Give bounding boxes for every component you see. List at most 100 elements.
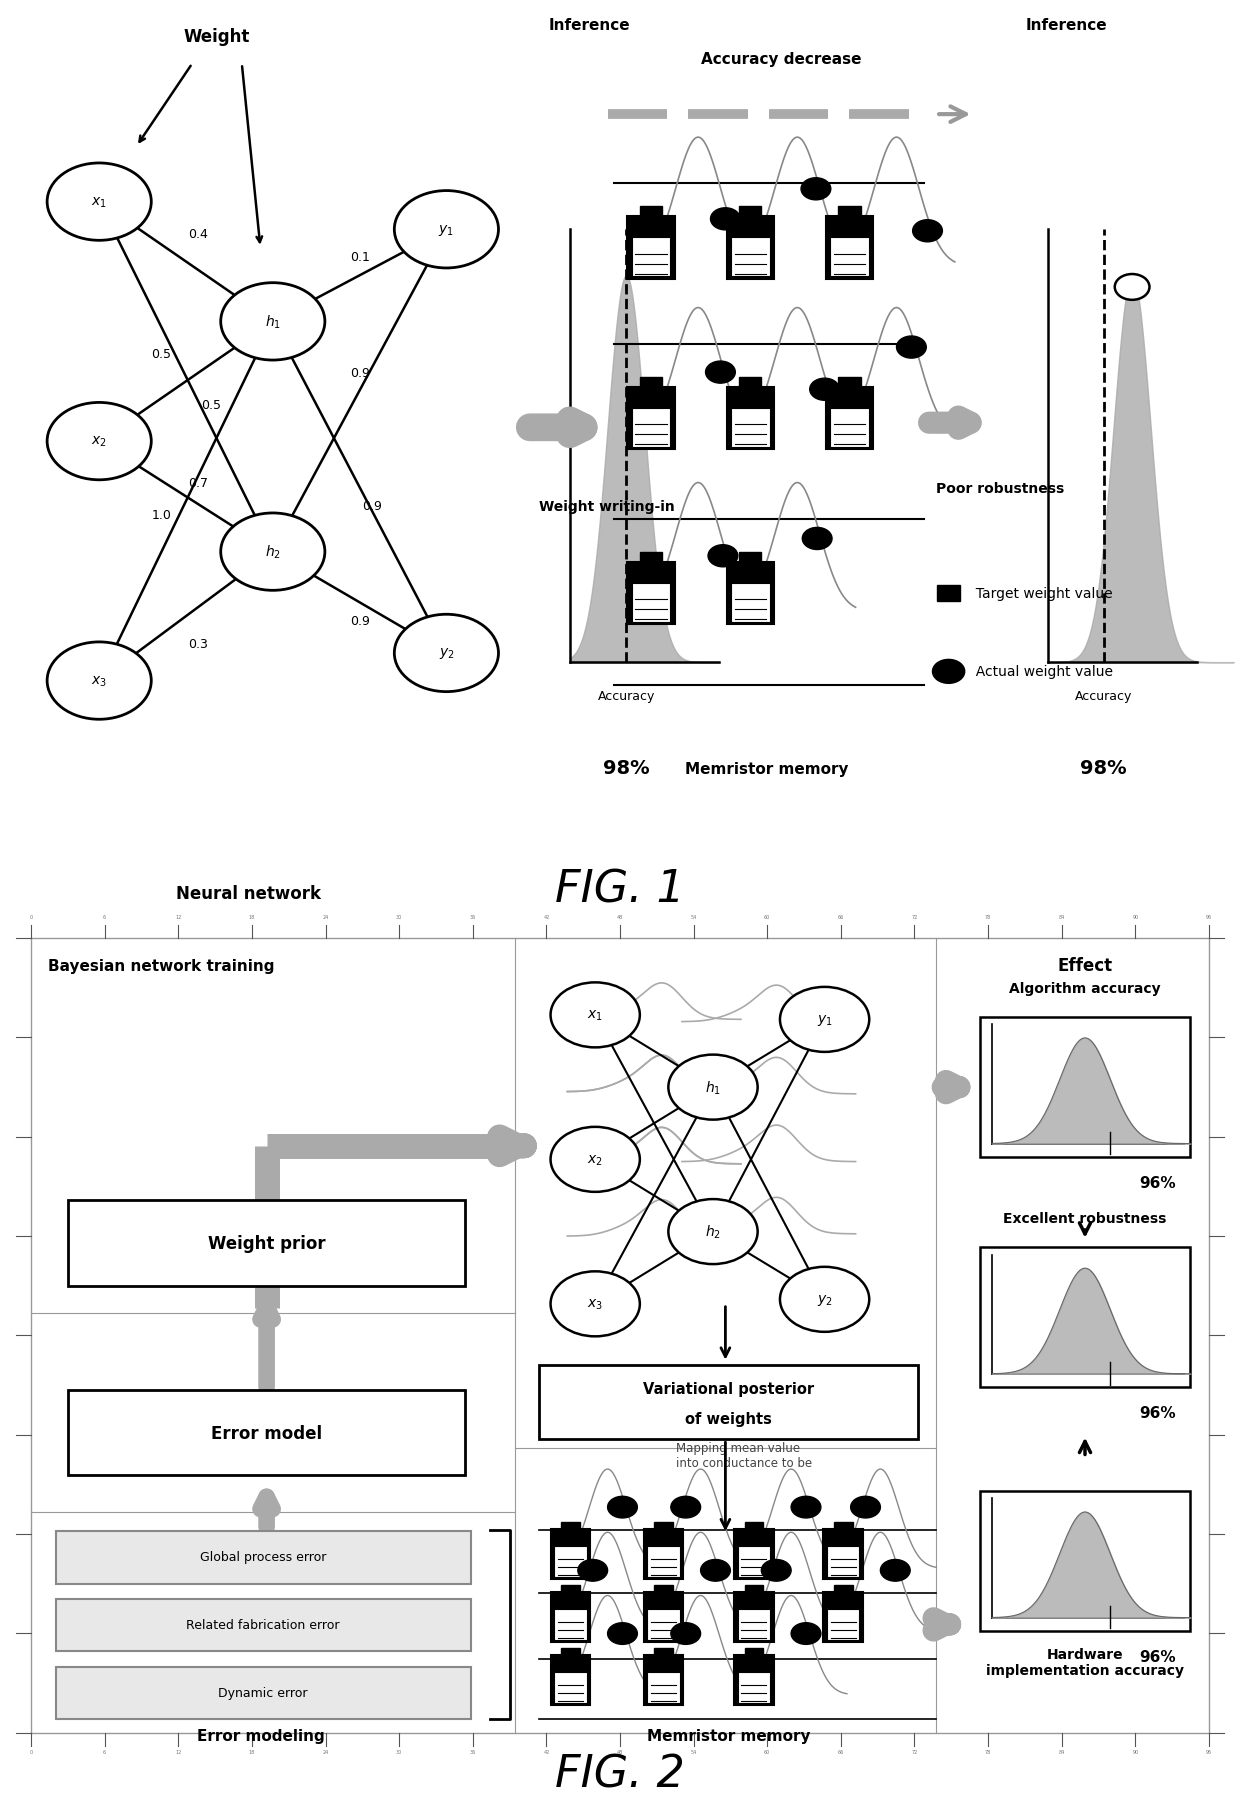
Bar <box>744 1585 764 1599</box>
Text: 98%: 98% <box>603 758 650 778</box>
Bar <box>838 208 861 224</box>
Circle shape <box>47 643 151 720</box>
Circle shape <box>802 529 832 551</box>
Bar <box>738 1671 770 1704</box>
Text: Weight prior: Weight prior <box>208 1235 325 1253</box>
Circle shape <box>551 982 640 1047</box>
Bar <box>56 1599 471 1652</box>
Text: 60: 60 <box>764 1749 770 1754</box>
Text: 72: 72 <box>911 1749 918 1754</box>
Bar <box>631 408 671 448</box>
Bar <box>835 1522 853 1536</box>
Text: $h_1$: $h_1$ <box>706 1079 720 1096</box>
Circle shape <box>761 1560 791 1581</box>
Text: 0.7: 0.7 <box>188 477 208 489</box>
Text: Error model: Error model <box>211 1424 322 1442</box>
Text: $h_2$: $h_2$ <box>265 543 280 561</box>
Text: 12: 12 <box>175 915 181 921</box>
Text: $h_1$: $h_1$ <box>265 314 280 330</box>
Circle shape <box>880 1560 910 1581</box>
Bar <box>830 238 869 278</box>
Bar <box>627 217 675 280</box>
Text: 24: 24 <box>322 1749 329 1754</box>
Circle shape <box>701 1560 730 1581</box>
Bar <box>734 1655 774 1706</box>
Bar <box>823 1592 863 1643</box>
Circle shape <box>47 164 151 242</box>
Text: 12: 12 <box>175 1749 181 1754</box>
Text: 42: 42 <box>543 915 549 921</box>
Circle shape <box>394 191 498 269</box>
Text: FIG. 1: FIG. 1 <box>556 868 684 912</box>
Bar <box>727 388 774 449</box>
Text: 6: 6 <box>103 1749 107 1754</box>
Text: 0.5: 0.5 <box>151 348 171 361</box>
Circle shape <box>221 514 325 590</box>
Text: 54: 54 <box>691 1749 697 1754</box>
Text: 0.9: 0.9 <box>350 366 370 379</box>
Bar <box>734 1529 774 1579</box>
Text: 0: 0 <box>30 915 32 921</box>
Text: Algorithm accuracy: Algorithm accuracy <box>1009 980 1161 995</box>
Text: 0.5: 0.5 <box>201 399 221 412</box>
Circle shape <box>708 545 738 567</box>
Text: FIG. 2: FIG. 2 <box>556 1753 684 1796</box>
Text: $y_1$: $y_1$ <box>817 1013 832 1027</box>
Text: $x_2$: $x_2$ <box>92 435 107 449</box>
Bar <box>554 1671 587 1704</box>
Circle shape <box>932 661 965 684</box>
Bar <box>980 1018 1190 1157</box>
Text: 30: 30 <box>396 1749 402 1754</box>
Bar <box>980 1247 1190 1388</box>
Circle shape <box>780 987 869 1052</box>
Bar <box>738 1608 770 1641</box>
Circle shape <box>551 1126 640 1193</box>
Text: 0: 0 <box>30 1749 32 1754</box>
Bar <box>835 1585 853 1599</box>
Text: 6: 6 <box>103 915 107 921</box>
Circle shape <box>913 220 942 242</box>
Text: 66: 66 <box>838 1749 844 1754</box>
Circle shape <box>791 1496 821 1518</box>
Text: 90: 90 <box>1132 1749 1138 1754</box>
Text: $x_3$: $x_3$ <box>588 1298 603 1310</box>
Bar <box>631 238 671 278</box>
Circle shape <box>897 338 926 359</box>
Text: 54: 54 <box>691 915 697 921</box>
Text: 84: 84 <box>1059 915 1065 921</box>
Text: Poor robustness: Poor robustness <box>936 482 1064 496</box>
Bar <box>644 1529 683 1579</box>
Text: 0.9: 0.9 <box>350 616 370 628</box>
Bar <box>823 1529 863 1579</box>
Bar <box>68 1200 465 1285</box>
Bar <box>554 1545 587 1578</box>
Text: 98%: 98% <box>1080 758 1127 778</box>
Bar <box>560 1522 580 1536</box>
Text: 36: 36 <box>470 915 476 921</box>
Bar <box>937 585 960 603</box>
Bar <box>647 1608 680 1641</box>
Bar <box>647 1545 680 1578</box>
Text: Weight writing-in: Weight writing-in <box>539 500 675 514</box>
Bar <box>551 1592 590 1643</box>
Circle shape <box>47 403 151 480</box>
Text: 96%: 96% <box>1138 1406 1176 1421</box>
Circle shape <box>706 361 735 384</box>
Text: 30: 30 <box>396 915 402 921</box>
Text: 0.4: 0.4 <box>188 227 208 242</box>
Bar <box>647 1671 680 1704</box>
Text: 0.1: 0.1 <box>350 251 370 264</box>
Bar <box>730 408 770 448</box>
Bar <box>627 563 675 625</box>
Text: 42: 42 <box>543 1749 549 1754</box>
Text: 96: 96 <box>1207 915 1211 921</box>
Bar <box>826 388 873 449</box>
Text: $y_1$: $y_1$ <box>439 222 454 238</box>
Circle shape <box>668 1199 758 1263</box>
Bar <box>838 377 861 393</box>
Text: 96%: 96% <box>1138 1175 1176 1191</box>
Circle shape <box>608 1496 637 1518</box>
Bar <box>551 1655 590 1706</box>
Text: Error modeling: Error modeling <box>196 1727 325 1744</box>
Text: 48: 48 <box>616 1749 624 1754</box>
